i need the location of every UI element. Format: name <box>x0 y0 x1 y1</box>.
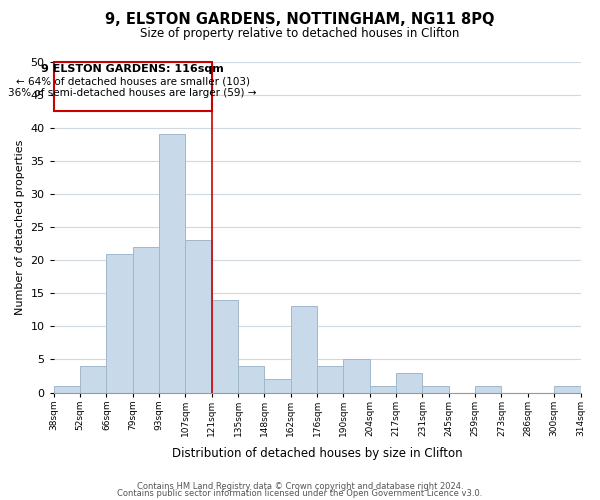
Bar <box>54 386 80 392</box>
Bar <box>54 62 212 111</box>
Bar <box>133 247 159 392</box>
Text: ← 64% of detached houses are smaller (103): ← 64% of detached houses are smaller (10… <box>16 76 250 86</box>
Text: 36% of semi-detached houses are larger (59) →: 36% of semi-detached houses are larger (… <box>8 88 257 99</box>
Bar <box>370 386 396 392</box>
X-axis label: Distribution of detached houses by size in Clifton: Distribution of detached houses by size … <box>172 447 463 460</box>
Bar <box>238 366 265 392</box>
Bar <box>265 380 291 392</box>
Bar <box>554 386 581 392</box>
Bar <box>212 300 238 392</box>
Text: 9 ELSTON GARDENS: 116sqm: 9 ELSTON GARDENS: 116sqm <box>41 64 224 74</box>
Bar <box>159 134 185 392</box>
Bar <box>317 366 343 392</box>
Bar <box>343 360 370 392</box>
Bar <box>80 366 106 392</box>
Bar <box>422 386 449 392</box>
Bar <box>291 306 317 392</box>
Y-axis label: Number of detached properties: Number of detached properties <box>15 140 25 314</box>
Bar <box>106 254 133 392</box>
Bar <box>185 240 212 392</box>
Text: 9, ELSTON GARDENS, NOTTINGHAM, NG11 8PQ: 9, ELSTON GARDENS, NOTTINGHAM, NG11 8PQ <box>105 12 495 28</box>
Bar <box>396 372 422 392</box>
Bar <box>475 386 502 392</box>
Text: Size of property relative to detached houses in Clifton: Size of property relative to detached ho… <box>140 28 460 40</box>
Text: Contains public sector information licensed under the Open Government Licence v3: Contains public sector information licen… <box>118 489 482 498</box>
Text: Contains HM Land Registry data © Crown copyright and database right 2024.: Contains HM Land Registry data © Crown c… <box>137 482 463 491</box>
